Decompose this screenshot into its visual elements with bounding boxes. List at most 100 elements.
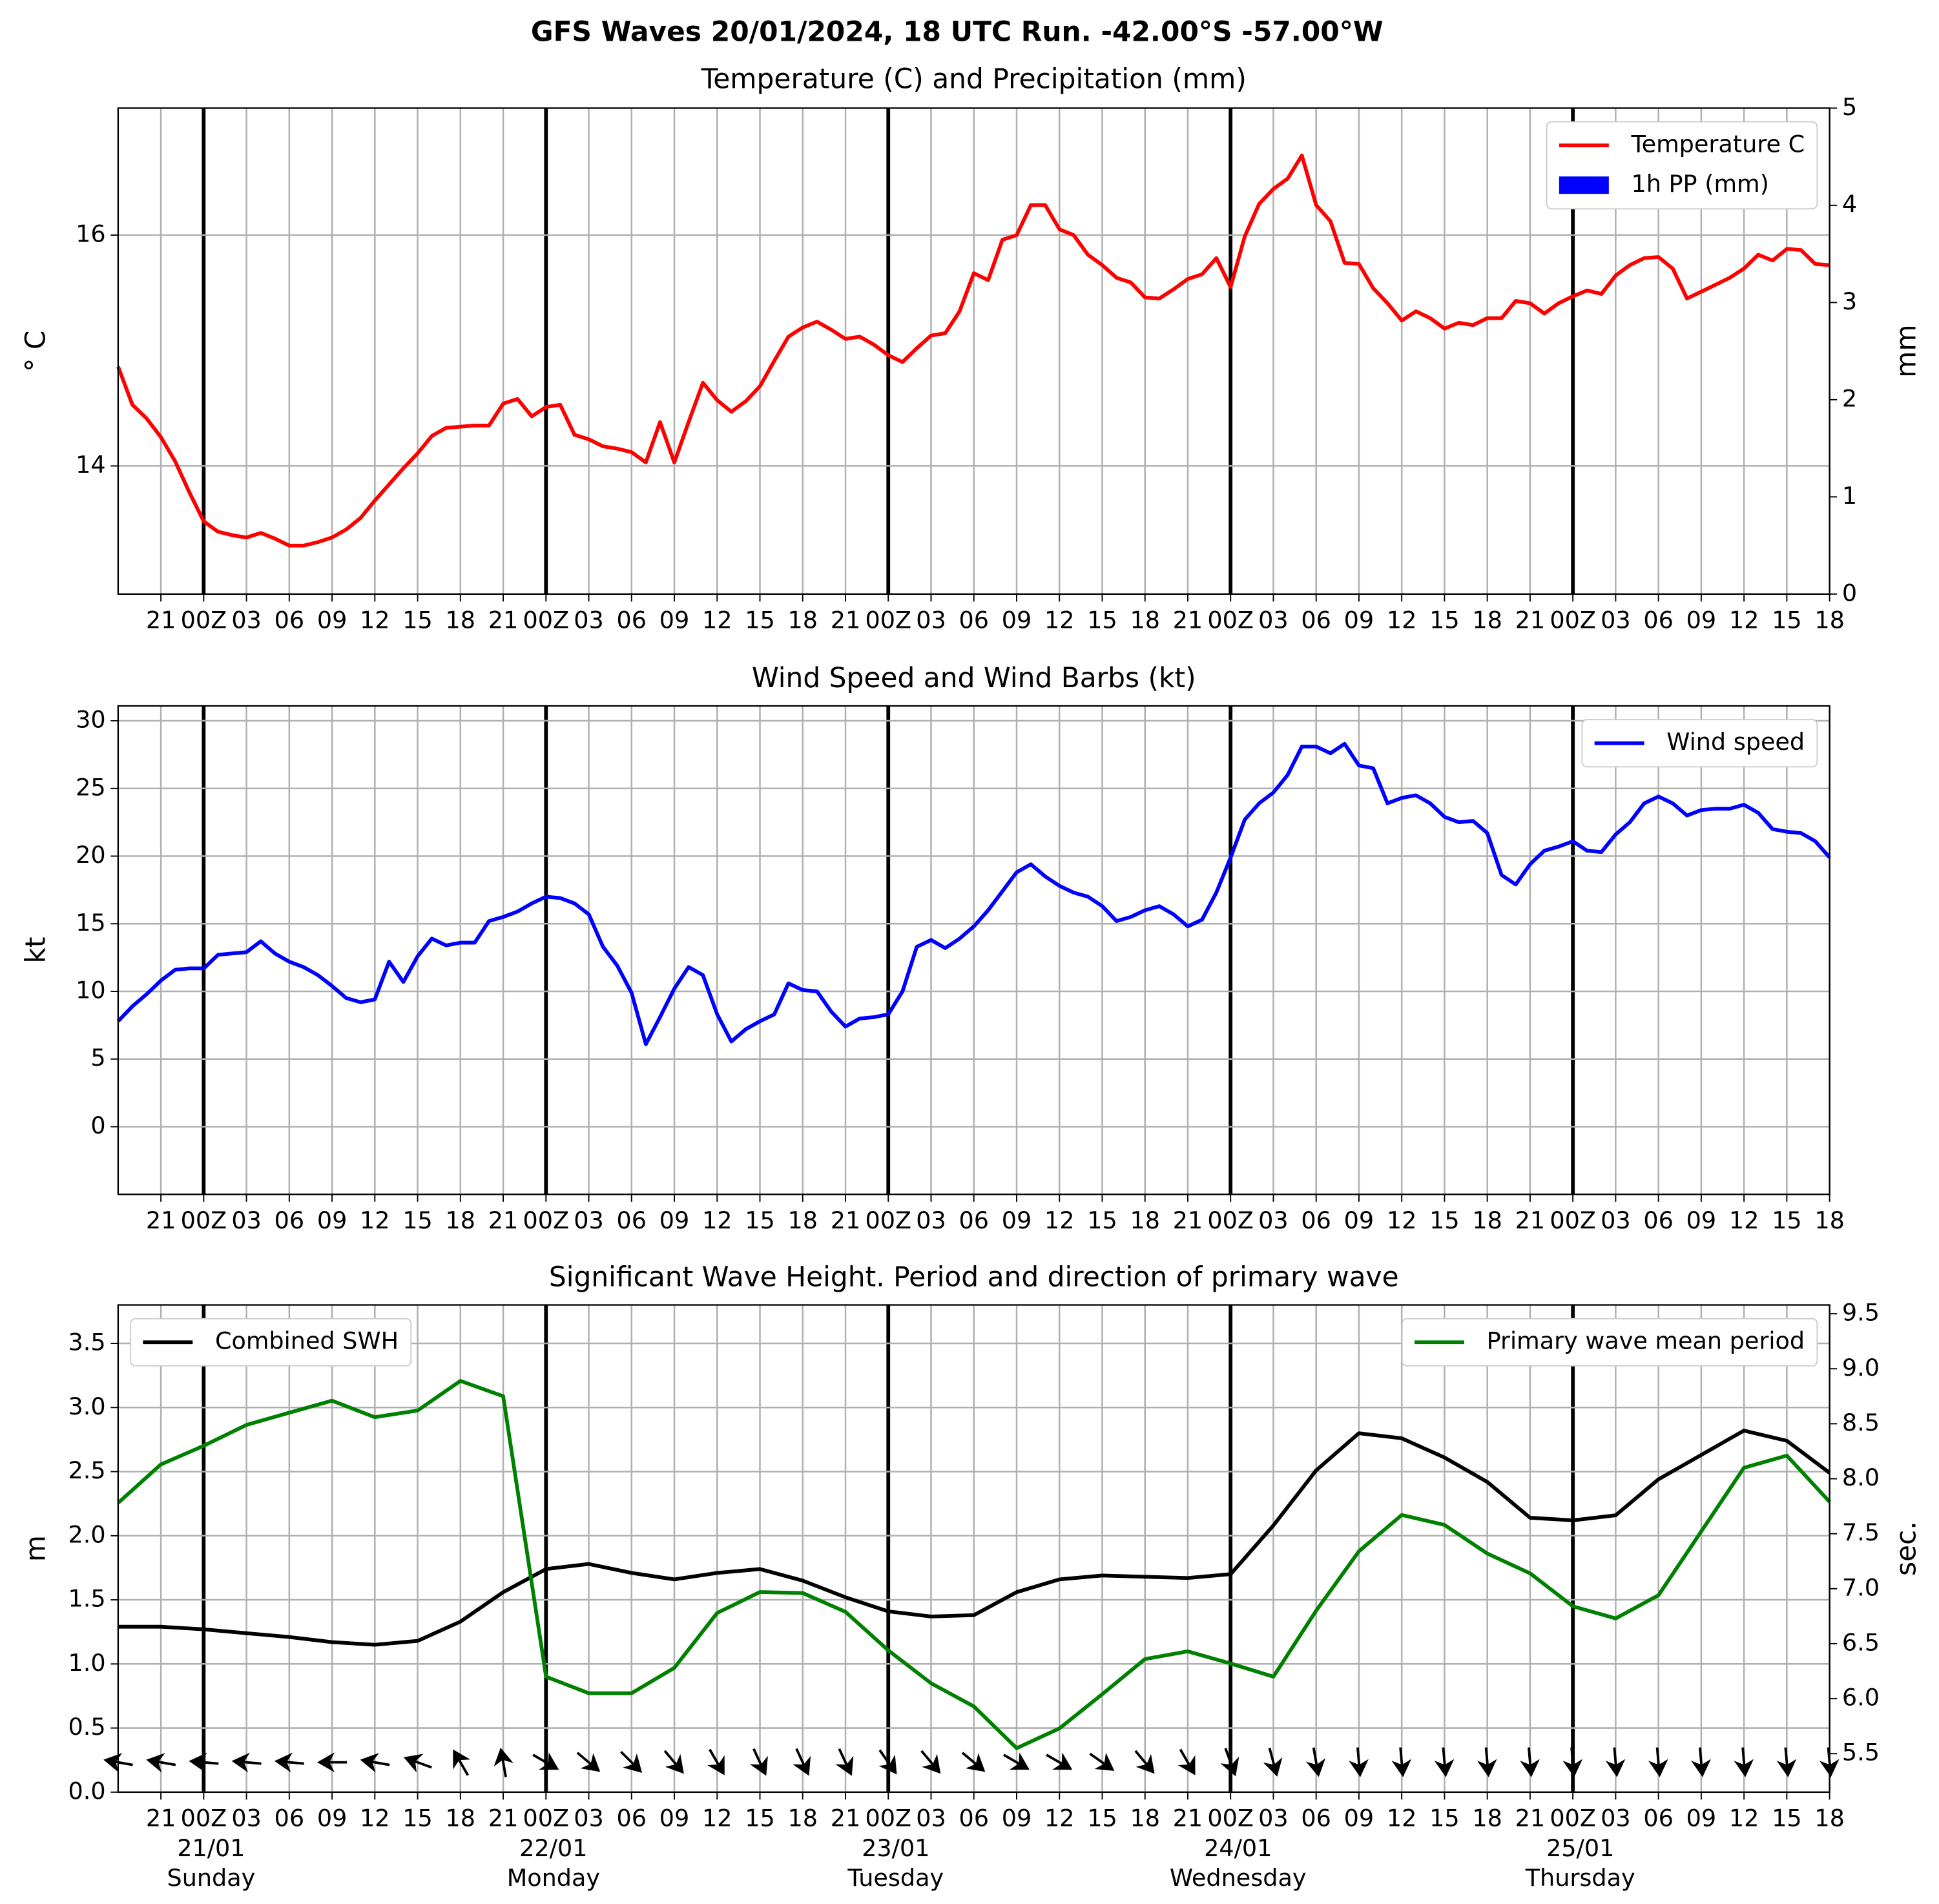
x-tick-label: 21: [146, 606, 176, 634]
x-tick-label: 21: [1173, 606, 1203, 634]
y-tick-label: 0: [90, 1112, 105, 1139]
direction-arrow: [1734, 1747, 1754, 1777]
direction-arrow: [1263, 1747, 1283, 1777]
x-tick-label: 12: [1387, 606, 1417, 634]
y2-tick-label: 6.5: [1842, 1628, 1880, 1656]
x-tick-label: 06: [959, 1805, 989, 1832]
x-tick-label: 03: [574, 1206, 604, 1234]
data-line: [116, 741, 1831, 1046]
x-tick-label: 15: [1772, 606, 1802, 634]
direction-arrow: [231, 1752, 262, 1773]
arrow-head: [403, 1754, 424, 1773]
x-tick-label: 15: [402, 606, 433, 634]
x-tick-label: 18: [446, 1805, 476, 1832]
x-tick-label: 03: [1601, 1805, 1631, 1832]
plot-frame: [117, 1304, 1830, 1793]
arrow-shaft: [1268, 1747, 1276, 1768]
data-line: [118, 1429, 1831, 1647]
legend-box: [1546, 121, 1818, 210]
arrow-head: [1349, 1759, 1369, 1777]
direction-arrow: [532, 1752, 559, 1770]
x-tick-label: 12: [360, 606, 390, 634]
legend-swatch: [1559, 176, 1609, 194]
direction-arrow: [576, 1752, 601, 1772]
arrow-head: [1477, 1759, 1497, 1777]
y-tick-label: 16: [76, 220, 106, 248]
x-tick-label: 09: [1686, 1206, 1717, 1234]
direction-arrow: [493, 1747, 513, 1777]
arrow-head: [1391, 1759, 1412, 1777]
arrow-shaft: [112, 1760, 133, 1766]
x-tick-label: 18: [1814, 606, 1845, 634]
arrow-head: [1605, 1759, 1626, 1777]
arrow-shaft: [1224, 1748, 1234, 1768]
date-label: 21/01: [177, 1834, 245, 1862]
x-tick-label: 09: [1344, 606, 1374, 634]
arrow-shaft: [1484, 1747, 1489, 1768]
x-tick-label: 06: [275, 606, 305, 634]
arrow-head: [665, 1754, 684, 1774]
x-tick-label: 15: [745, 606, 775, 634]
arrow-shaft: [284, 1761, 305, 1765]
x-tick-label: 12: [1044, 1805, 1075, 1832]
x-tick-label: 15: [402, 1805, 433, 1832]
arrow-head: [1094, 1752, 1115, 1771]
x-tick-label: 12: [1044, 1206, 1075, 1234]
x-tick-label: 15: [1429, 1805, 1460, 1832]
arrow-head: [539, 1752, 559, 1770]
chart-title: Wind Speed and Wind Barbs (kt): [752, 662, 1196, 694]
legend: Combined SWH: [130, 1318, 412, 1367]
direction-arrow: [1477, 1747, 1497, 1777]
x-tick-label: 12: [1729, 1206, 1759, 1234]
arrow-shaft: [1312, 1747, 1318, 1768]
x-tick-label: 21: [1515, 1805, 1546, 1832]
arrow-head: [453, 1749, 471, 1770]
x-tick-label: 09: [659, 606, 690, 634]
x-tick-label: 18: [1130, 1805, 1160, 1832]
x-tick-label: 12: [1729, 606, 1759, 634]
x-tick-label: 21: [146, 1206, 176, 1234]
direction-arrow: [1305, 1747, 1326, 1777]
legend-box: [1401, 1318, 1818, 1367]
weekday-label: Wednesday: [1170, 1864, 1307, 1892]
direction-arrow: [1220, 1748, 1239, 1777]
x-tick-label: 09: [1002, 1206, 1032, 1234]
x-tick-label: 03: [231, 606, 262, 634]
arrow-head: [146, 1753, 165, 1773]
arrow-shaft: [532, 1754, 551, 1766]
arrow-shaft: [1698, 1747, 1703, 1768]
date-label: 22/01: [519, 1834, 587, 1862]
x-tick-label: 06: [1301, 1805, 1331, 1832]
x-tick-label: 06: [1301, 1206, 1331, 1234]
chart-title: Temperature (C) and Precipitation (mm): [701, 63, 1247, 95]
x-tick-label: 00Z: [1550, 1805, 1596, 1832]
y-tick-label: 20: [76, 841, 106, 869]
x-tick-label: 03: [916, 1805, 946, 1832]
y2-tick-label: 7.5: [1842, 1518, 1880, 1546]
weekday-label: Monday: [507, 1864, 600, 1892]
arrow-head: [1220, 1756, 1239, 1777]
arrow-head: [1177, 1755, 1196, 1775]
legend: Temperature C 1h PP (mm): [1546, 121, 1818, 210]
x-tick-label: 12: [702, 606, 732, 634]
x-tick-label: 12: [1729, 1805, 1759, 1832]
arrow-shaft: [576, 1752, 594, 1767]
arrow-head: [360, 1753, 379, 1773]
x-tick-label: 18: [1814, 1206, 1845, 1234]
direction-arrow: [707, 1748, 725, 1775]
arrow-shaft: [1655, 1747, 1661, 1768]
y2-tick-label: 3: [1842, 287, 1857, 315]
x-tick-label: 09: [317, 1206, 347, 1234]
arrow-shaft: [1527, 1747, 1532, 1768]
direction-arrow: [1562, 1747, 1583, 1777]
x-tick-label: 09: [1002, 606, 1032, 634]
direction-arrow: [835, 1748, 854, 1776]
x-tick-label: 06: [617, 606, 647, 634]
legend-label: Primary wave mean period: [1487, 1327, 1805, 1355]
y2-tick-label: 7.0: [1842, 1573, 1880, 1601]
x-tick-label: 21: [831, 1206, 861, 1234]
x-tick-label: 21: [831, 1805, 861, 1832]
arrow-head: [1520, 1759, 1540, 1777]
x-tick-label: 06: [1301, 606, 1331, 634]
legend-label: Wind speed: [1666, 728, 1805, 756]
